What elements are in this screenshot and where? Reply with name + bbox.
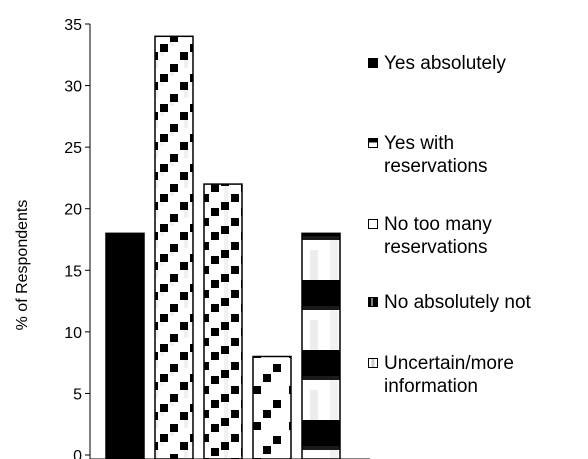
y-tick-label: 35 [64,17,82,34]
legend-label: Yes absolutely [384,52,506,75]
legend-item: Uncertain/more information [368,352,514,398]
legend-label: No absolutely not [384,291,531,314]
legend-label-line: Yes absolutely [384,53,506,74]
legend-swatch [368,138,378,148]
legend-swatch [368,297,378,307]
legend-swatch [368,219,378,229]
bar-2 [154,35,194,459]
y-tick-label: 25 [64,140,82,157]
bar-4 [252,355,292,459]
y-axis-label: % of Respondents [14,200,31,331]
legend-label: No too many reservations [384,213,492,259]
y-tick-label: 30 [64,79,82,96]
legend-label-line: reservations [384,237,488,258]
legend-label: Uncertain/more information [384,352,514,398]
bar-3 [203,183,243,459]
y-tick-label: 10 [64,325,82,342]
y-tick-label: 0 [73,448,82,459]
legend-label-line: Uncertain/more [384,353,514,374]
y-tick-label: 20 [64,202,82,219]
y-tick-label: 15 [64,263,82,280]
legend: Yes absolutely Yes with reservations No too… [368,0,588,459]
legend-label-line: Yes with [384,133,455,154]
legend-item: Yes with reservations [368,132,488,178]
legend-label-line: No too many [384,214,492,235]
bar-1 [105,232,145,459]
y-axis: 0 5 10 15 20 25 30 35 [64,17,370,459]
legend-label-line: No absolutely not [384,292,531,313]
legend-label: Yes with reservations [384,132,488,178]
legend-item: No absolutely not [368,291,531,314]
legend-item: Yes absolutely [368,52,506,75]
legend-label-line: reservations [384,156,488,177]
legend-swatch [368,58,378,68]
y-tick-label: 5 [73,386,82,403]
bars [105,35,341,459]
legend-item: No too many reservations [368,213,492,259]
legend-label-line: information [384,376,478,397]
legend-swatch [368,358,378,368]
bar-5 [301,232,341,459]
